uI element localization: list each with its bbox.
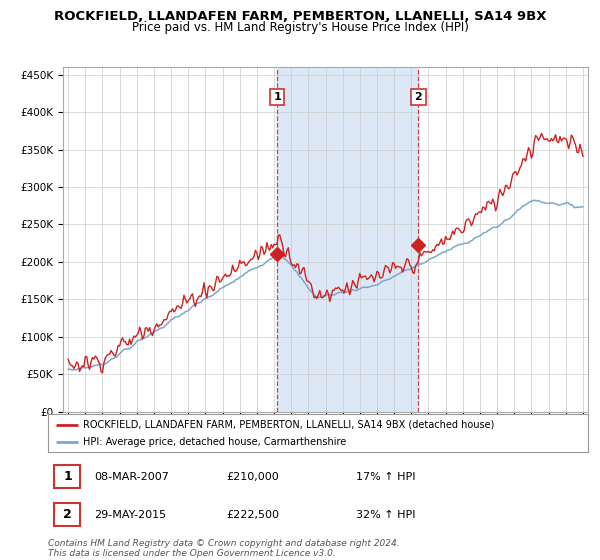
Text: 32% ↑ HPI: 32% ↑ HPI [356, 510, 415, 520]
Text: £210,000: £210,000 [226, 472, 279, 482]
FancyBboxPatch shape [55, 503, 80, 526]
Text: 1: 1 [63, 470, 72, 483]
Text: 1: 1 [273, 92, 281, 102]
FancyBboxPatch shape [55, 465, 80, 488]
Text: 08-MAR-2007: 08-MAR-2007 [94, 472, 169, 482]
Bar [277, 67, 418, 412]
Text: ROCKFIELD, LLANDAFEN FARM, PEMBERTON, LLANELLI, SA14 9BX: ROCKFIELD, LLANDAFEN FARM, PEMBERTON, LL… [54, 10, 546, 23]
Text: Price paid vs. HM Land Registry's House Price Index (HPI): Price paid vs. HM Land Registry's House … [131, 21, 469, 34]
Text: 29-MAY-2015: 29-MAY-2015 [94, 510, 166, 520]
Text: Contains HM Land Registry data © Crown copyright and database right 2024.
This d: Contains HM Land Registry data © Crown c… [48, 539, 400, 558]
Text: HPI: Average price, detached house, Carmarthenshire: HPI: Average price, detached house, Carm… [83, 437, 346, 447]
Text: ROCKFIELD, LLANDAFEN FARM, PEMBERTON, LLANELLI, SA14 9BX (detached house): ROCKFIELD, LLANDAFEN FARM, PEMBERTON, LL… [83, 419, 494, 430]
Text: 2: 2 [63, 508, 72, 521]
Text: £222,500: £222,500 [226, 510, 279, 520]
Text: 17% ↑ HPI: 17% ↑ HPI [356, 472, 415, 482]
Text: 2: 2 [415, 92, 422, 102]
